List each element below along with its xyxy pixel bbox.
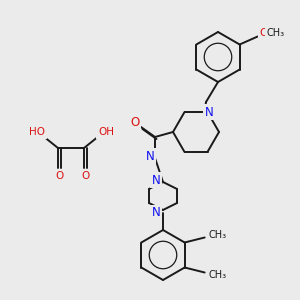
Text: HO: HO: [29, 127, 45, 137]
Text: N: N: [152, 206, 160, 220]
Text: O: O: [259, 28, 268, 38]
Text: CH₃: CH₃: [208, 269, 227, 280]
Text: O: O: [55, 171, 63, 181]
Text: OH: OH: [98, 127, 114, 137]
Text: O: O: [81, 171, 89, 181]
Text: CH₃: CH₃: [267, 28, 285, 38]
Text: O: O: [130, 116, 140, 130]
Text: N: N: [146, 149, 154, 163]
Text: N: N: [205, 106, 214, 118]
Text: CH₃: CH₃: [208, 230, 227, 241]
Text: N: N: [152, 173, 160, 187]
